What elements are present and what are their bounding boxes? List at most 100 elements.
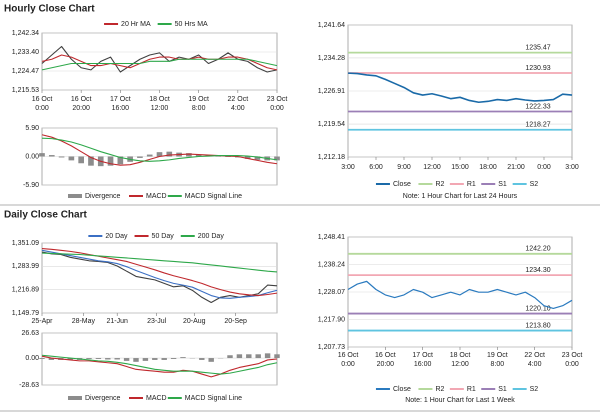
legend-label: 20 Day — [105, 233, 128, 240]
x-tick-label: 0:00 — [537, 164, 551, 171]
legend-swatch — [68, 194, 82, 198]
x-tick-label-line: 8:00 — [491, 361, 505, 368]
x-tick-label-line: 8:00 — [192, 105, 206, 112]
x-tick-label: 28-May — [72, 318, 96, 325]
legend-label: R2 — [435, 181, 444, 188]
x-tick-label-line: 17 Oct — [412, 352, 433, 359]
y-tick-label: 1,216.89 — [12, 287, 39, 294]
x-tick-label: 22 Oct 4:00 — [524, 352, 545, 368]
x-tick-label-line: 16 Oct — [338, 352, 359, 359]
divergence-bar — [246, 354, 252, 359]
divergence-bar — [133, 358, 139, 362]
x-tick-label-line: 20:00 — [377, 361, 395, 368]
plot-area — [41, 242, 278, 314]
divergence-bar — [208, 358, 214, 362]
x-tick-label: 12:00 — [423, 164, 441, 171]
y-tick-label: 1,219.54 — [318, 121, 345, 128]
divergence-bar — [166, 151, 173, 157]
legend-label: R2 — [435, 386, 444, 393]
series-line — [41, 249, 278, 299]
y-tick-label: 1,242.34 — [12, 30, 39, 37]
y-tick-label: 1,248.41 — [318, 234, 345, 241]
pivot-label: 1230.93 — [525, 65, 550, 72]
divergence-bar — [48, 358, 55, 360]
divergence-bar — [114, 358, 120, 360]
series-line — [41, 58, 278, 71]
x-tick-label: 9:00 — [397, 164, 411, 171]
x-tick-label-line: 4:00 — [528, 361, 542, 368]
divergence-bar — [68, 156, 75, 161]
series-line — [41, 354, 278, 375]
series-line — [41, 248, 278, 297]
y-tick-label: 1,217.90 — [318, 316, 345, 323]
x-tick-label: 21:00 — [507, 164, 525, 171]
legend-label: Close — [393, 181, 411, 188]
x-tick-label: 3:00 — [341, 164, 355, 171]
divergence-bar — [161, 358, 167, 360]
y-tick-label: 1,228.07 — [318, 289, 345, 296]
legend-label: 50 Hrs MA — [175, 21, 208, 28]
x-tick-label: 6:00 — [369, 164, 383, 171]
y-tick-label: 1,149.79 — [12, 310, 39, 317]
x-tick-label-line: 0:00 — [537, 164, 551, 171]
x-tick-label: 18:00 — [479, 164, 497, 171]
divergence-bar — [146, 154, 153, 157]
x-tick-label-line: 16 Oct — [32, 96, 53, 103]
x-tick-label-line: 0:00 — [565, 361, 579, 368]
divergence-bar — [123, 358, 130, 361]
x-tick-label-line: 20-Aug — [183, 318, 206, 325]
y-tick-label: 1,207.73 — [318, 344, 345, 351]
legend-label: S1 — [498, 181, 507, 188]
divergence-bar — [137, 156, 143, 158]
x-tick-label: 23 Oct 0:00 — [267, 96, 288, 112]
x-tick-label-line: 20:00 — [72, 105, 90, 112]
x-tick-label-line: 4:00 — [231, 105, 245, 112]
divergence-bar — [255, 354, 261, 359]
series-line — [41, 252, 278, 273]
divergence-bar — [58, 156, 65, 158]
x-tick-label: 16 Oct 0:00 — [338, 352, 359, 368]
series-line — [41, 54, 278, 71]
x-tick-label: 23-Jul — [147, 318, 167, 325]
x-tick-label: 25-Apr — [31, 318, 53, 325]
x-tick-label-line: 23 Oct — [267, 96, 288, 103]
x-tick-label-line: 15:00 — [451, 164, 469, 171]
legend-label: S2 — [530, 386, 539, 393]
pivot-label: 1218.27 — [525, 122, 550, 129]
x-tick-label-line: 17 Oct — [110, 96, 131, 103]
y-tick-label: 1,234.28 — [318, 55, 345, 62]
pivot-label: 1234.30 — [525, 267, 550, 274]
divergence-bar — [117, 156, 124, 165]
legend-label: 200 Day — [198, 233, 225, 240]
x-tick-label: 16 Oct 0:00 — [32, 96, 53, 112]
x-tick-label-line: 9:00 — [397, 164, 411, 171]
section-title: Daily Close Chart — [4, 210, 87, 221]
x-tick-label: 17 Oct 16:00 — [110, 96, 131, 112]
series-line — [41, 137, 278, 162]
legend-label: S2 — [530, 181, 539, 188]
x-tick-label: 15:00 — [451, 164, 469, 171]
legend-label: MACD Signal Line — [185, 193, 242, 200]
divergence-bar — [107, 156, 114, 166]
x-tick-label: 20-Sep — [224, 318, 247, 325]
pivot-label: 1220.10 — [525, 305, 550, 312]
x-tick-label-line: 22 Oct — [228, 96, 249, 103]
y-tick-label: 5.90 — [25, 125, 39, 132]
x-tick-label: 19 Oct 8:00 — [487, 352, 508, 368]
divergence-bar — [186, 153, 192, 157]
pivot-label: 1235.47 — [525, 44, 550, 51]
divergence-bar — [227, 355, 233, 359]
legend-label: 20 Hr MA — [121, 21, 151, 28]
x-tick-label-line: 18 Oct — [450, 352, 471, 359]
y-tick-label: 26.63 — [21, 330, 39, 337]
legend-label: R1 — [467, 181, 476, 188]
y-tick-label: 1,283.99 — [12, 263, 39, 270]
series-line — [347, 280, 573, 310]
y-tick-label: 1,351.09 — [12, 240, 39, 247]
divergence-bar — [264, 353, 271, 359]
divergence-bar — [48, 155, 55, 157]
x-tick-label-line: 21:00 — [507, 164, 525, 171]
x-tick-label-line: 18:00 — [479, 164, 497, 171]
legend-label: Close — [393, 386, 411, 393]
pivot-label: 1222.33 — [525, 103, 550, 110]
